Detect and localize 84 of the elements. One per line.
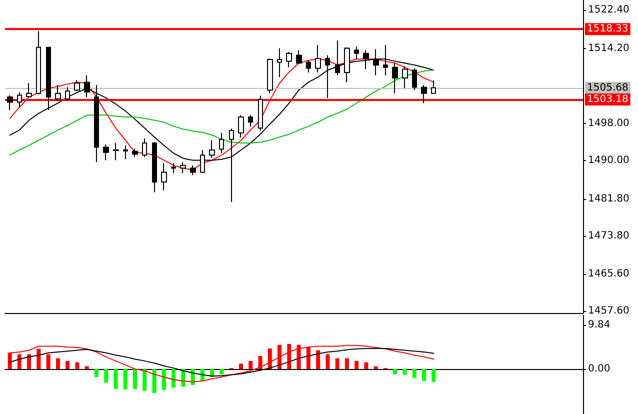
bar bbox=[75, 362, 80, 369]
candlestick bbox=[412, 68, 417, 91]
y-tick-label: 1514.20 bbox=[588, 42, 630, 54]
bar bbox=[374, 366, 378, 369]
bar bbox=[172, 368, 176, 388]
candlestick bbox=[248, 114, 253, 128]
bar bbox=[248, 360, 253, 369]
bar bbox=[393, 368, 398, 374]
candlestick bbox=[161, 162, 167, 191]
bar bbox=[104, 368, 108, 383]
bar bbox=[402, 368, 407, 375]
candlestick bbox=[306, 60, 311, 73]
candlestick bbox=[238, 114, 244, 138]
ref-line-label: 1505.68 bbox=[587, 82, 628, 94]
bar bbox=[268, 348, 272, 369]
bar bbox=[27, 354, 32, 369]
bar bbox=[239, 364, 244, 369]
candlestick bbox=[315, 44, 321, 73]
bar bbox=[326, 354, 330, 369]
candlestick bbox=[209, 140, 215, 158]
bar bbox=[432, 368, 436, 382]
candlestick bbox=[267, 58, 273, 94]
bar bbox=[46, 354, 50, 369]
candlestick bbox=[26, 82, 32, 98]
candlestick bbox=[74, 80, 80, 92]
candlestick bbox=[113, 142, 119, 161]
bar bbox=[316, 350, 320, 369]
bar bbox=[114, 368, 118, 390]
bar bbox=[344, 358, 349, 369]
bar bbox=[422, 368, 426, 381]
candlestick bbox=[7, 94, 13, 111]
bar bbox=[364, 362, 368, 369]
bar bbox=[17, 354, 22, 369]
y-tick-label: 1490.00 bbox=[588, 155, 630, 166]
candlestick bbox=[142, 138, 147, 158]
bar bbox=[162, 368, 166, 390]
y-tick-label: 1465.60 bbox=[588, 268, 630, 280]
candlestick bbox=[123, 144, 128, 160]
candlestick bbox=[402, 66, 408, 89]
candlestick bbox=[132, 148, 138, 158]
bar bbox=[133, 368, 138, 390]
line-series bbox=[9, 344, 434, 382]
y-tick-label: 1522.40 bbox=[588, 4, 630, 16]
candlestick bbox=[190, 164, 196, 176]
candlestick bbox=[421, 84, 427, 104]
bar bbox=[306, 347, 310, 369]
candlestick bbox=[286, 52, 292, 68]
candlestick bbox=[55, 84, 61, 102]
candlestick bbox=[392, 62, 398, 94]
bar bbox=[152, 368, 156, 394]
bar bbox=[354, 360, 359, 369]
y-tick-label: 1498.00 bbox=[588, 118, 630, 130]
y-tick-label: 1481.80 bbox=[588, 193, 630, 204]
candlestick bbox=[152, 142, 157, 193]
ref-line-label: 1503.18 bbox=[587, 94, 628, 105]
candlestick bbox=[103, 144, 109, 161]
line-series bbox=[9, 70, 434, 156]
candlestick bbox=[36, 30, 41, 95]
y-tick-label: 9.84 bbox=[588, 320, 610, 331]
candlestick bbox=[84, 74, 90, 98]
bar bbox=[84, 366, 89, 369]
candlestick bbox=[219, 132, 224, 154]
bar bbox=[36, 348, 41, 369]
y-tick-label: 1473.80 bbox=[588, 230, 630, 242]
bar bbox=[66, 360, 70, 369]
candlestick bbox=[296, 50, 302, 65]
bar bbox=[335, 358, 340, 369]
candlestick bbox=[431, 80, 436, 94]
y-tick-label: 1457.60 bbox=[588, 306, 630, 317]
bar bbox=[220, 368, 224, 374]
bar bbox=[94, 368, 99, 377]
candlestick bbox=[17, 92, 22, 108]
candlestick bbox=[65, 86, 70, 101]
bar bbox=[412, 368, 416, 378]
candlestick bbox=[277, 48, 282, 78]
bar bbox=[56, 358, 60, 369]
ref-line-label: 1518.33 bbox=[587, 24, 628, 35]
candlestick bbox=[180, 162, 186, 174]
bar bbox=[123, 368, 128, 390]
bar bbox=[258, 356, 262, 369]
candlestick bbox=[258, 95, 263, 131]
candlestick bbox=[171, 162, 176, 174]
bar bbox=[142, 368, 147, 391]
y-tick-label: 0.00 bbox=[588, 363, 610, 374]
